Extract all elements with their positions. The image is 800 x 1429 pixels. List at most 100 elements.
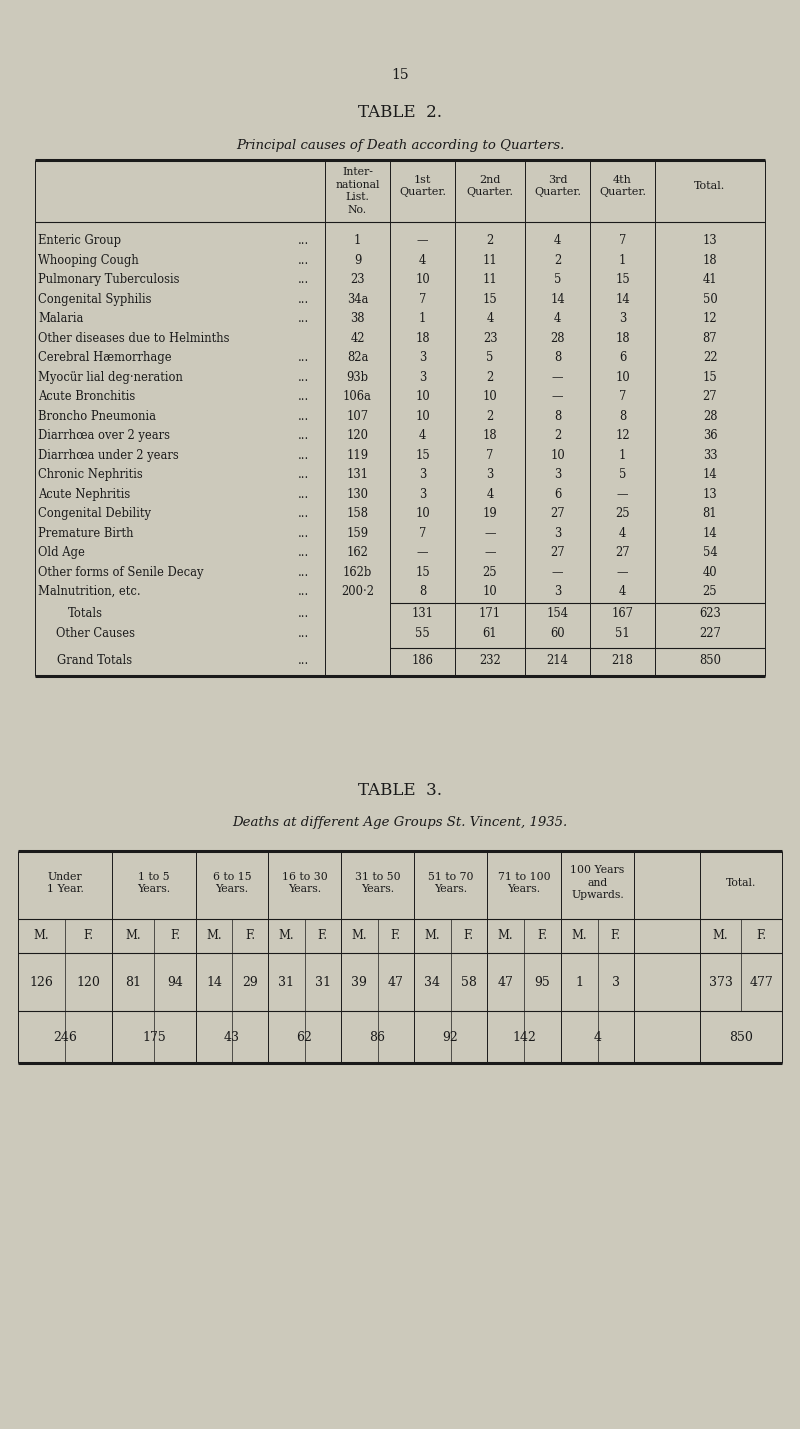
Text: 27: 27 [615, 546, 630, 559]
Text: 2: 2 [554, 429, 561, 442]
Text: 5: 5 [619, 469, 626, 482]
Text: 29: 29 [242, 976, 258, 989]
Text: M.: M. [278, 929, 294, 942]
Text: 23: 23 [482, 332, 498, 344]
Text: F.: F. [538, 929, 547, 942]
Text: 12: 12 [615, 429, 630, 442]
Text: ...: ... [298, 527, 310, 540]
Text: 623: 623 [699, 607, 721, 620]
Text: 8: 8 [419, 586, 426, 599]
Text: 2: 2 [486, 234, 494, 247]
Text: 4: 4 [486, 487, 494, 500]
Text: M.: M. [206, 929, 222, 942]
Text: ...: ... [298, 546, 310, 559]
Text: Congenital Debility: Congenital Debility [38, 507, 151, 520]
Text: 3: 3 [419, 352, 426, 364]
Text: 28: 28 [550, 332, 565, 344]
Text: 3: 3 [419, 487, 426, 500]
Text: 25: 25 [615, 507, 630, 520]
Text: 8: 8 [554, 410, 561, 423]
Text: 1: 1 [619, 449, 626, 462]
Text: 58: 58 [461, 976, 477, 989]
Text: 15: 15 [482, 293, 498, 306]
Text: 62: 62 [297, 1032, 313, 1045]
Text: Old Age: Old Age [38, 546, 85, 559]
Text: ...: ... [298, 390, 310, 403]
Text: 31 to 50
Years.: 31 to 50 Years. [354, 872, 400, 895]
Text: M.: M. [425, 929, 440, 942]
Text: ...: ... [298, 487, 310, 500]
Text: Total.: Total. [726, 877, 756, 887]
Text: 1: 1 [419, 313, 426, 326]
Text: ...: ... [298, 370, 310, 384]
Text: 25: 25 [702, 586, 718, 599]
Text: 27: 27 [702, 390, 718, 403]
Text: 2: 2 [486, 370, 494, 384]
Text: 25: 25 [482, 566, 498, 579]
Text: ...: ... [298, 607, 310, 620]
Text: 7: 7 [419, 293, 426, 306]
Text: Principal causes of Death according to Quarters.: Principal causes of Death according to Q… [236, 139, 564, 151]
Text: 1st
Quarter.: 1st Quarter. [399, 174, 446, 197]
Text: 54: 54 [702, 546, 718, 559]
Text: M.: M. [125, 929, 141, 942]
Text: —: — [417, 546, 428, 559]
Text: 3: 3 [612, 976, 620, 989]
Text: 7: 7 [619, 234, 626, 247]
Text: Broncho Pneumonia: Broncho Pneumonia [38, 410, 156, 423]
Text: 10: 10 [415, 410, 430, 423]
Text: 87: 87 [702, 332, 718, 344]
Text: 131: 131 [346, 469, 369, 482]
Text: 39: 39 [351, 976, 367, 989]
Text: 10: 10 [615, 370, 630, 384]
Text: ...: ... [298, 313, 310, 326]
Text: M.: M. [713, 929, 728, 942]
Text: F.: F. [83, 929, 94, 942]
Text: 106a: 106a [343, 390, 372, 403]
Text: 4: 4 [554, 313, 561, 326]
Text: Diarrhœa over 2 years: Diarrhœa over 2 years [38, 429, 170, 442]
Text: Inter-
national
List.
No.: Inter- national List. No. [335, 167, 380, 214]
Text: Other diseases due to Helminths: Other diseases due to Helminths [38, 332, 230, 344]
Text: 61: 61 [482, 626, 498, 640]
Text: 47: 47 [388, 976, 404, 989]
Text: 130: 130 [346, 487, 369, 500]
Text: Myocür lial deg·neration: Myocür lial deg·neration [38, 370, 183, 384]
Text: Congenital Syphilis: Congenital Syphilis [38, 293, 151, 306]
Text: 14: 14 [702, 527, 718, 540]
Text: Deaths at different Age Groups St. Vincent, 1935.: Deaths at different Age Groups St. Vince… [232, 816, 568, 829]
Text: 4: 4 [419, 254, 426, 267]
Text: 86: 86 [370, 1032, 386, 1045]
Text: 3: 3 [554, 527, 561, 540]
Text: 100 Years
and
Upwards.: 100 Years and Upwards. [570, 866, 625, 900]
Text: 43: 43 [224, 1032, 240, 1045]
Text: 7: 7 [419, 527, 426, 540]
Text: ...: ... [298, 293, 310, 306]
Text: 40: 40 [702, 566, 718, 579]
Text: 159: 159 [346, 527, 369, 540]
Text: 7: 7 [486, 449, 494, 462]
Text: 167: 167 [611, 607, 634, 620]
Text: 10: 10 [482, 390, 498, 403]
Text: 162: 162 [346, 546, 369, 559]
Text: 1 to 5
Years.: 1 to 5 Years. [138, 872, 170, 895]
Text: 1: 1 [354, 234, 361, 247]
Text: TABLE  2.: TABLE 2. [358, 103, 442, 120]
Text: 12: 12 [702, 313, 718, 326]
Text: ...: ... [298, 234, 310, 247]
Text: 81: 81 [125, 976, 141, 989]
Text: 15: 15 [391, 69, 409, 81]
Text: 81: 81 [702, 507, 718, 520]
Text: 33: 33 [702, 449, 718, 462]
Text: 3: 3 [419, 370, 426, 384]
Text: ...: ... [298, 449, 310, 462]
Text: 95: 95 [534, 976, 550, 989]
Text: 175: 175 [142, 1032, 166, 1045]
Text: M.: M. [498, 929, 514, 942]
Text: 10: 10 [550, 449, 565, 462]
Text: 5: 5 [486, 352, 494, 364]
Text: TABLE  3.: TABLE 3. [358, 782, 442, 799]
Text: 3: 3 [619, 313, 626, 326]
Text: 227: 227 [699, 626, 721, 640]
Text: 10: 10 [415, 390, 430, 403]
